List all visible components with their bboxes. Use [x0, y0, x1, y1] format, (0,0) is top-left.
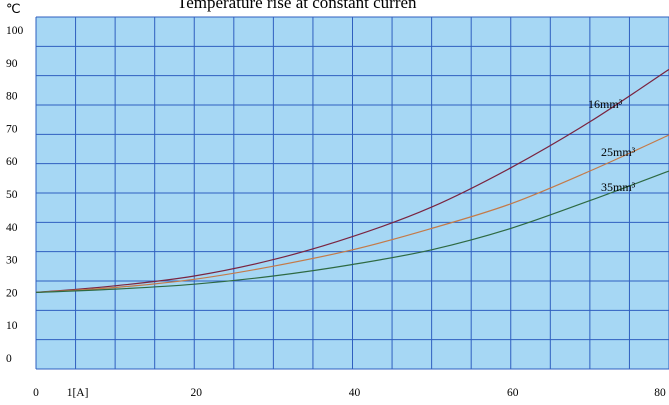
y-tick-label: 70 [6, 123, 18, 135]
y-tick-label: 20 [6, 287, 18, 299]
x-tick-label: 80 [654, 387, 666, 399]
y-tick-label: 100 [6, 25, 24, 37]
y-tick-label: 30 [6, 255, 18, 267]
x-tick-labels: 0 1[A] 20 40 60 80 [33, 387, 666, 399]
series-label-3: 35mm³ [601, 180, 636, 194]
series-labels: 16mm³ 25mm³ 35mm³ [588, 97, 636, 194]
x-tick-label: 40 [349, 387, 361, 399]
y-tick-label: 0 [6, 353, 12, 365]
y-tick-label: 60 [6, 156, 18, 168]
series-line-1 [35, 68, 669, 293]
y-tick-label: 10 [6, 320, 18, 332]
x-tick-label: 0 [33, 387, 39, 399]
x-tick-label: 1[A] [67, 387, 89, 399]
x-tick-label: 60 [507, 387, 519, 399]
chart-title: Temperature rise at constant curren [177, 0, 417, 12]
x-tick-label: 20 [191, 387, 203, 399]
y-tick-label: 80 [6, 91, 18, 103]
series-curves [35, 68, 669, 293]
series-line-3 [35, 170, 669, 293]
y-axis-unit: ℃ [6, 1, 21, 16]
series-label-1: 16mm³ [588, 97, 623, 111]
series-label-2: 25mm³ [601, 145, 636, 159]
series-line-2 [35, 134, 669, 293]
y-tick-label: 50 [6, 189, 18, 201]
y-tick-label: 40 [6, 222, 18, 234]
y-tick-labels: 0 10 20 30 40 50 60 70 80 90 100 [6, 25, 24, 365]
y-tick-label: 90 [6, 58, 18, 70]
grid [35, 16, 669, 370]
